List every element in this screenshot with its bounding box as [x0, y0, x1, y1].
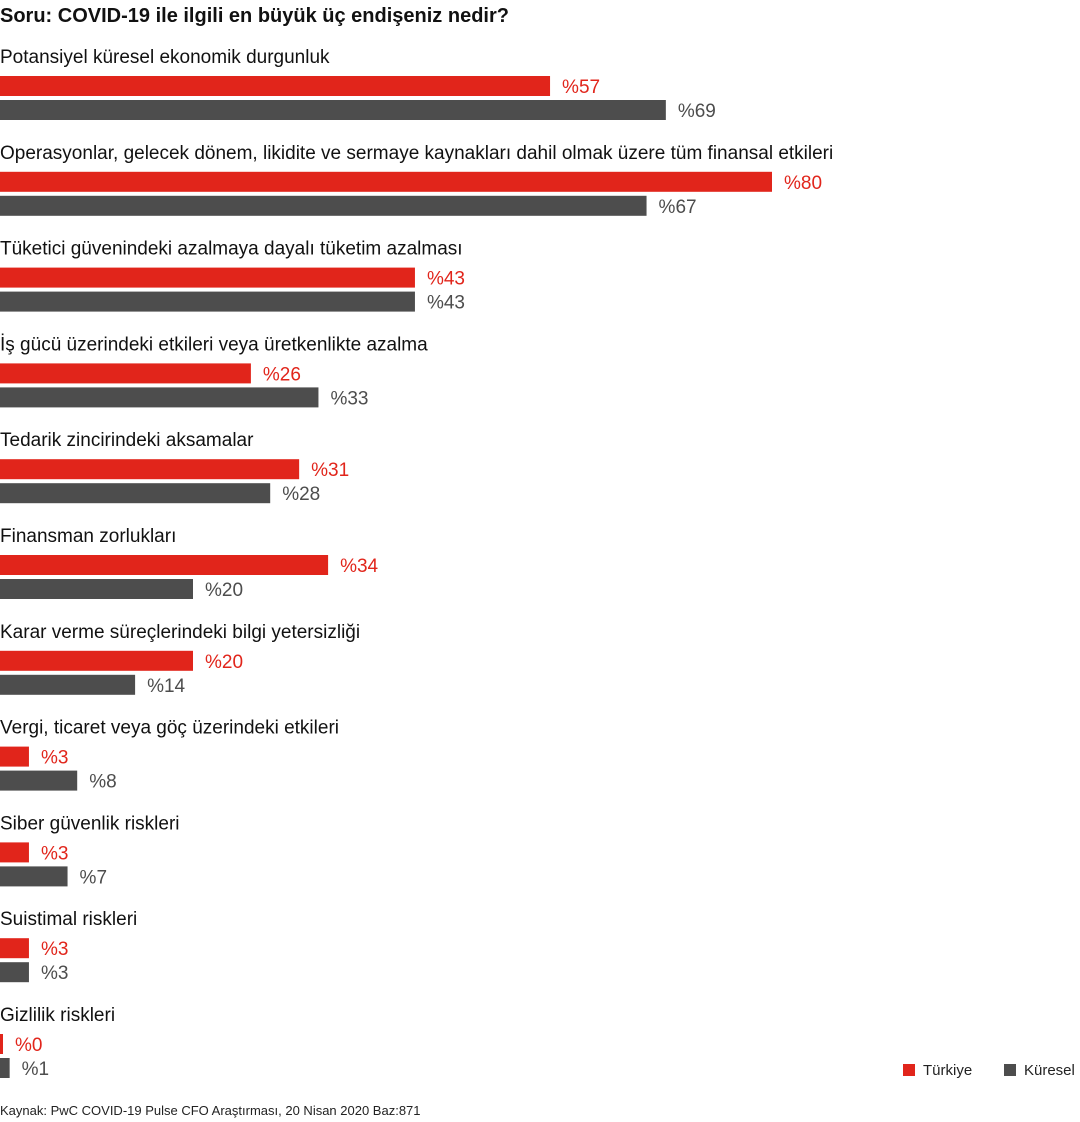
- bar-group: Karar verme süreçlerindeki bilgi yetersi…: [0, 622, 360, 697]
- data-label-kuresel: %43: [427, 293, 465, 314]
- data-label-turkiye: %3: [41, 843, 68, 864]
- data-label-turkiye: %0: [15, 1035, 42, 1056]
- category-label: Gizlilik riskleri: [0, 1005, 115, 1026]
- data-label-kuresel: %7: [80, 867, 107, 888]
- source-note: Kaynak: PwC COVID-19 Pulse CFO Araştırma…: [0, 1103, 421, 1118]
- data-label-kuresel: %33: [330, 388, 368, 409]
- legend-label: Küresel: [1024, 1062, 1075, 1079]
- category-label: Karar verme süreçlerindeki bilgi yetersi…: [0, 622, 360, 643]
- category-label: Tedarik zincirindeki aksamalar: [0, 430, 254, 451]
- category-label: İş gücü üzerindeki etkileri veya üretken…: [0, 334, 428, 355]
- legend-item: Küresel: [1004, 1062, 1075, 1079]
- data-label-kuresel: %1: [22, 1059, 49, 1080]
- bar-turkiye: [0, 76, 551, 96]
- bar-turkiye: [0, 746, 29, 767]
- bar-turkiye: [0, 1034, 3, 1054]
- bar-kuresel: [0, 770, 78, 791]
- category-label: Vergi, ticaret veya göç üzerindeki etkil…: [0, 718, 339, 739]
- data-label-turkiye: %26: [263, 364, 301, 385]
- bar-group: Tedarik zincirindeki aksamalar %31 %28: [0, 430, 349, 505]
- bar-group: Potansiyel küresel ekonomik durgunluk %57…: [0, 47, 716, 122]
- bar-kuresel: [0, 579, 193, 599]
- category-label: Potansiyel küresel ekonomik durgunluk: [0, 47, 330, 68]
- bar-turkiye: [0, 555, 329, 575]
- data-label-turkiye: %34: [340, 556, 378, 577]
- bar-group: Finansman zorlukları %34 %20: [0, 526, 379, 601]
- data-label-kuresel: %3: [41, 963, 68, 984]
- data-label-turkiye: %43: [427, 269, 465, 290]
- legend-swatch: [1004, 1064, 1016, 1076]
- bar-turkiye: [0, 650, 193, 671]
- legend-label: Türkiye: [923, 1062, 972, 1079]
- chart-title: Soru: COVID-19 ile ilgili en büyük üç en…: [0, 5, 509, 27]
- category-label: Siber güvenlik riskleri: [0, 813, 180, 834]
- data-label-turkiye: %3: [41, 939, 68, 960]
- data-label-kuresel: %8: [89, 772, 116, 793]
- bar-kuresel: [0, 100, 666, 120]
- category-label: Finansman zorlukları: [0, 526, 176, 547]
- bar-group: Tüketici güvenindeki azalmaya dayalı tük…: [0, 239, 465, 314]
- legend-swatch: [903, 1064, 915, 1076]
- data-label-kuresel: %69: [678, 101, 716, 122]
- data-label-turkiye: %57: [562, 77, 600, 98]
- bar-kuresel: [0, 195, 647, 216]
- category-label: Tüketici güvenindeki azalmaya dayalı tük…: [0, 239, 463, 260]
- bar-group: Vergi, ticaret veya göç üzerindeki etkil…: [0, 718, 339, 793]
- data-label-kuresel: %28: [282, 484, 320, 505]
- legend: Türkiye Küresel: [903, 1062, 1075, 1079]
- bar-turkiye: [0, 267, 415, 288]
- bar-turkiye: [0, 938, 29, 959]
- bar-kuresel: [0, 962, 29, 983]
- bar-turkiye: [0, 363, 251, 384]
- bar-groups: Potansiyel küresel ekonomik durgunluk %57…: [0, 47, 833, 1080]
- data-label-kuresel: %20: [205, 580, 243, 601]
- data-label-kuresel: %14: [147, 676, 185, 697]
- bar-kuresel: [0, 291, 415, 312]
- bar-group: İş gücü üzerindeki etkileri veya üretken…: [0, 334, 428, 409]
- data-label-turkiye: %20: [205, 652, 243, 673]
- data-label-turkiye: %80: [784, 173, 822, 194]
- bar-kuresel: [0, 866, 68, 887]
- category-label: Suistimal riskleri: [0, 909, 137, 930]
- bar-turkiye: [0, 459, 300, 480]
- bar-group: Siber güvenlik riskleri %3 %7: [0, 813, 180, 888]
- data-label-kuresel: %67: [659, 197, 697, 218]
- bar-kuresel: [0, 387, 319, 408]
- bar-turkiye: [0, 171, 772, 192]
- bar-group: Gizlilik riskleri %0 %1: [0, 1005, 115, 1080]
- category-label: Operasyonlar, gelecek dönem, likidite ve…: [0, 143, 833, 164]
- bar-group: Suistimal riskleri %3 %3: [0, 909, 137, 984]
- bar-kuresel: [0, 674, 136, 695]
- legend-item: Türkiye: [903, 1062, 972, 1079]
- data-label-turkiye: %3: [41, 748, 68, 769]
- data-label-turkiye: %31: [311, 460, 349, 481]
- bar-kuresel: [0, 483, 271, 504]
- bar-kuresel: [0, 1058, 10, 1078]
- bar-group: Operasyonlar, gelecek dönem, likidite ve…: [0, 143, 833, 218]
- bar-turkiye: [0, 842, 29, 863]
